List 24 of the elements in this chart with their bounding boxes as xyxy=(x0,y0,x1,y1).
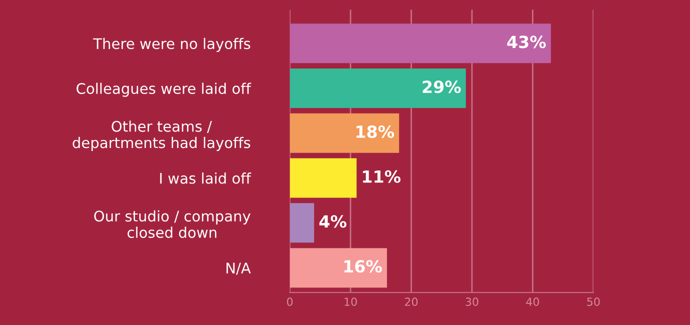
bar xyxy=(290,113,400,153)
y-tick-label: There were no layoffs xyxy=(93,38,250,52)
data-label: 43% xyxy=(507,36,546,48)
x-tick-label: 10 xyxy=(344,298,357,306)
y-tick-label: Our studio / company closed down xyxy=(94,210,250,238)
data-label: 11% xyxy=(363,170,401,183)
x-tick-label: 40 xyxy=(526,298,540,306)
bar xyxy=(290,24,551,64)
x-tick-label: 50 xyxy=(587,298,600,306)
y-tick-label: I was laid off xyxy=(160,172,252,184)
y-tick-label: Other teams / departments had layoffs xyxy=(72,120,250,152)
x-tick-label: 0 xyxy=(287,298,293,306)
data-label: 16% xyxy=(344,260,382,273)
x-tick-label: 20 xyxy=(404,298,418,306)
data-label: 4% xyxy=(319,215,346,228)
bar xyxy=(290,68,466,108)
bar xyxy=(290,203,314,243)
bar xyxy=(290,158,357,198)
y-tick-label: Colleagues were laid off xyxy=(76,82,252,97)
data-label: 18% xyxy=(356,125,394,138)
y-tick-label: N/A xyxy=(226,262,251,275)
data-label: 29% xyxy=(422,80,461,94)
x-tick-label: 30 xyxy=(466,298,478,306)
bar xyxy=(290,248,387,288)
